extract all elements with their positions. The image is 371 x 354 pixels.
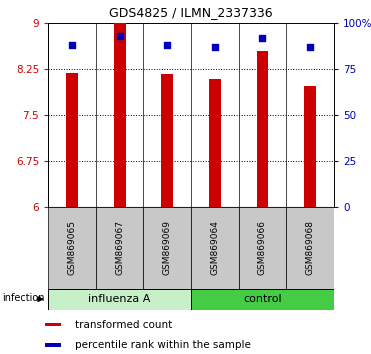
Point bbox=[212, 44, 218, 50]
Bar bbox=[161, 74, 173, 207]
Text: GSM869068: GSM869068 bbox=[306, 220, 315, 275]
Text: transformed count: transformed count bbox=[75, 320, 173, 330]
Bar bbox=[48, 207, 96, 289]
Text: infection: infection bbox=[3, 293, 45, 303]
Point bbox=[69, 42, 75, 48]
Point bbox=[164, 42, 170, 48]
Point bbox=[259, 35, 265, 41]
Title: GDS4825 / ILMN_2337336: GDS4825 / ILMN_2337336 bbox=[109, 6, 273, 19]
Bar bbox=[45, 323, 61, 326]
Bar bbox=[48, 289, 191, 310]
Point bbox=[307, 44, 313, 50]
Text: GSM869066: GSM869066 bbox=[258, 220, 267, 275]
Text: GSM869069: GSM869069 bbox=[163, 220, 172, 275]
Bar bbox=[191, 207, 239, 289]
Text: percentile rank within the sample: percentile rank within the sample bbox=[75, 340, 251, 350]
Text: GSM869067: GSM869067 bbox=[115, 220, 124, 275]
Point bbox=[116, 33, 122, 39]
Bar bbox=[66, 73, 78, 207]
Bar bbox=[114, 0, 126, 207]
Bar bbox=[239, 207, 286, 289]
Text: GSM869065: GSM869065 bbox=[68, 220, 76, 275]
Bar bbox=[209, 79, 221, 207]
Bar bbox=[191, 289, 334, 310]
Bar bbox=[304, 86, 316, 207]
Bar bbox=[286, 207, 334, 289]
Bar bbox=[96, 207, 144, 289]
Bar bbox=[256, 51, 269, 207]
Bar bbox=[45, 343, 61, 347]
Text: influenza A: influenza A bbox=[88, 294, 151, 304]
Bar bbox=[144, 207, 191, 289]
Text: GSM869064: GSM869064 bbox=[210, 220, 219, 275]
Text: control: control bbox=[243, 294, 282, 304]
